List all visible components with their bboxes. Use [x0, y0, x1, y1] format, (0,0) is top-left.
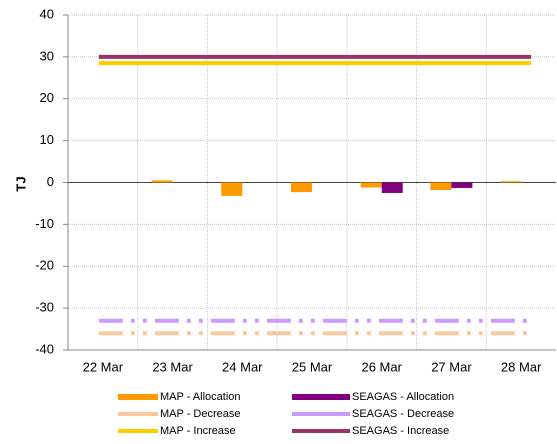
bar [221, 182, 243, 196]
x-tick-label: 24 Mar [222, 359, 263, 374]
legend-label: MAP - Allocation [160, 391, 241, 403]
bar [291, 182, 312, 193]
bar [360, 182, 382, 188]
y-tick-label: -30 [35, 300, 54, 315]
bar [500, 181, 522, 183]
y-tick-label: 0 [47, 174, 54, 189]
x-tick-label: 23 Mar [152, 359, 193, 374]
y-tick-label: -10 [35, 216, 54, 231]
legend-label: SEAGAS - Decrease [352, 408, 454, 420]
x-tick-label: 27 Mar [431, 359, 472, 374]
x-tick-label: 25 Mar [292, 359, 333, 374]
bar [451, 182, 473, 188]
y-tick-label: 30 [40, 48, 54, 63]
y-tick-label: 20 [40, 90, 54, 105]
y-tick-label: 40 [40, 6, 54, 21]
legend-label: MAP - Increase [160, 425, 236, 437]
y-tick-label: -40 [35, 341, 54, 356]
bar [151, 180, 173, 183]
legend-label: MAP - Decrease [160, 408, 241, 420]
bar [381, 182, 403, 193]
y-axis-label: TJ [13, 176, 28, 191]
legend-label: SEAGAS - Allocation [352, 391, 454, 403]
bar [430, 182, 452, 191]
legend-label: SEAGAS - Increase [352, 425, 449, 437]
x-tick-label: 28 Mar [501, 359, 542, 374]
x-tick-label: 26 Mar [361, 359, 402, 374]
y-tick-label: -20 [35, 258, 54, 273]
y-tick-label: 10 [40, 132, 54, 147]
x-tick-label: 22 Mar [83, 359, 124, 374]
